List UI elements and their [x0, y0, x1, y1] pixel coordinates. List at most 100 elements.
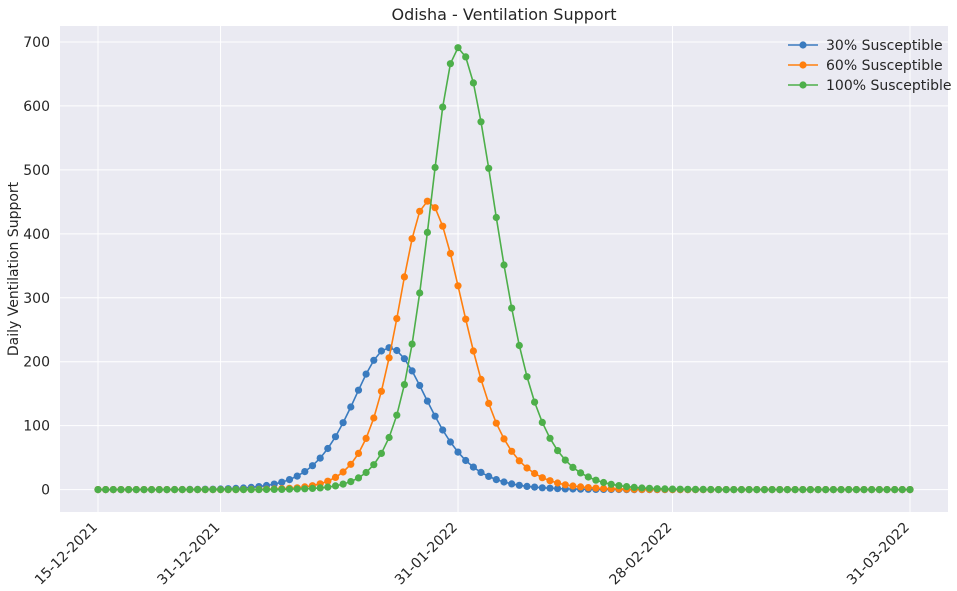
data-point [423, 228, 431, 236]
data-point [278, 478, 286, 486]
data-point [538, 474, 546, 482]
data-point [102, 486, 110, 494]
data-point [224, 486, 232, 494]
data-point [247, 486, 255, 494]
data-point [125, 486, 133, 494]
data-point [492, 419, 500, 427]
data-point [814, 486, 822, 494]
data-point [592, 484, 600, 492]
y-tick-labels: 0 100 200 300 400 500 600 700 [23, 35, 50, 499]
legend-marker [799, 81, 807, 89]
data-point [737, 486, 746, 494]
data-point [324, 483, 332, 491]
data-point [362, 370, 370, 378]
legend-label: 30% Susceptible [826, 38, 943, 54]
data-point [891, 486, 899, 494]
data-point [538, 484, 546, 492]
data-point [354, 386, 363, 394]
data-point [408, 367, 416, 375]
x-tick-label: 28-02-2022 [607, 520, 676, 589]
series-group [94, 44, 914, 494]
data-point [446, 438, 454, 446]
data-point [201, 486, 209, 494]
data-point [416, 289, 424, 297]
data-point [500, 261, 508, 269]
data-point [783, 486, 792, 494]
data-point [668, 485, 677, 493]
y-tick-label: 500 [23, 163, 50, 179]
legend-label: 60% Susceptible [826, 58, 943, 74]
data-point [186, 486, 194, 494]
data-point [523, 464, 531, 472]
data-point [370, 356, 378, 364]
y-tick-label: 600 [23, 99, 50, 115]
data-point [477, 118, 485, 126]
data-point [776, 486, 784, 494]
data-point [301, 468, 309, 476]
data-point [400, 355, 408, 363]
data-point [347, 478, 355, 486]
data-point [714, 486, 723, 494]
data-point [400, 381, 408, 389]
y-tick-label: 400 [23, 227, 50, 243]
series-3 [94, 44, 914, 494]
data-point [745, 486, 753, 494]
x-tick-label: 15-12-2021 [32, 520, 101, 589]
data-point [339, 419, 347, 427]
x-tick-label: 31-01-2022 [392, 520, 461, 589]
y-tick-label: 700 [23, 35, 50, 51]
data-point [638, 484, 646, 492]
data-point [898, 486, 906, 494]
data-point [285, 476, 294, 484]
data-point [607, 480, 615, 488]
data-point [531, 398, 539, 406]
data-point [684, 485, 692, 493]
data-point [561, 456, 569, 464]
data-point [860, 486, 868, 494]
data-point [569, 463, 577, 471]
data-point [561, 481, 569, 489]
data-point [278, 485, 286, 493]
data-point [393, 411, 401, 419]
data-point [515, 457, 523, 465]
data-point [347, 460, 355, 468]
data-point [554, 479, 562, 487]
data-point [262, 485, 271, 494]
x-tick-label: 31-12-2021 [155, 520, 224, 589]
data-point [676, 485, 684, 493]
data-point [454, 448, 462, 456]
data-point [393, 315, 401, 323]
data-point [730, 486, 738, 494]
data-point [454, 282, 462, 290]
data-point [324, 444, 332, 453]
data-point [217, 486, 225, 494]
data-point [546, 434, 554, 442]
y-axis-label: Daily Ventilation Support [6, 181, 22, 356]
data-point [431, 204, 439, 212]
data-point [469, 347, 477, 355]
data-point [760, 486, 769, 494]
data-point [883, 486, 891, 494]
data-point [492, 213, 500, 222]
data-point [806, 486, 815, 494]
data-point [661, 485, 669, 493]
data-point [500, 435, 508, 443]
data-point [523, 373, 531, 381]
data-point [485, 472, 493, 480]
data-point [423, 397, 431, 405]
data-point [132, 486, 140, 494]
data-point [515, 341, 523, 350]
data-point [331, 433, 340, 441]
data-point [837, 486, 845, 494]
legend-item: 30% Susceptible [788, 38, 943, 54]
data-point [852, 486, 861, 494]
data-point [446, 60, 454, 68]
data-point [370, 414, 378, 422]
data-point [584, 484, 592, 492]
data-point [431, 412, 439, 420]
data-point [385, 354, 393, 362]
data-point [653, 485, 661, 493]
data-point [508, 304, 516, 312]
data-point [546, 477, 554, 485]
data-point [362, 468, 370, 477]
